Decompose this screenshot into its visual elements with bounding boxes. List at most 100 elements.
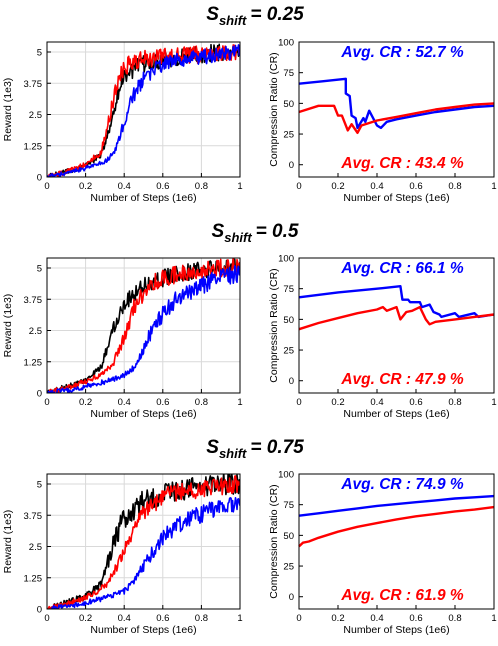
- reward-xtick-label: 0.2: [79, 397, 92, 408]
- compression-ytick-label: 0: [289, 376, 294, 387]
- reward-ytick-label: 0: [37, 605, 42, 616]
- chart-title-value: = 0.75: [250, 437, 304, 458]
- reward-ytick-label: 1.25: [24, 573, 43, 584]
- compression-ylabel: Compression Ratio (CR): [268, 52, 280, 166]
- compression-ytick-label: 25: [283, 130, 294, 141]
- chart-title: Sshift = 0.25: [206, 4, 304, 28]
- compression-xtick-label: 0.4: [370, 613, 383, 624]
- compression-ytick-label: 0: [289, 592, 294, 603]
- reward-ytick-label: 3.75: [24, 511, 43, 522]
- reward-chart: 0 0.2 0.4 0.6 0.8 1 0 1.25 2.5 3.75 5 Number of Ste…: [2, 257, 243, 420]
- compression-xtick-label: 0.6: [409, 613, 422, 624]
- compression-ytick-label: 75: [283, 284, 294, 295]
- compression-ytick-label: 75: [283, 500, 294, 511]
- compression-axes-frame: [298, 41, 495, 178]
- reward-xtick-label: 0.6: [156, 613, 169, 624]
- avg-cr-annotation-red: Avg. CR : 47.9 %: [340, 371, 464, 388]
- compression-xtick-label: 1: [491, 181, 496, 192]
- compression-xtick-label: 0.4: [370, 181, 383, 192]
- cr-series-red: [298, 305, 495, 331]
- reward-ytick-label: 5: [37, 480, 42, 491]
- cr-series-red: [298, 102, 495, 134]
- reward-xtick-label: 1: [237, 397, 242, 408]
- chart-title-sub: shift: [224, 230, 252, 245]
- compression-chart: 0 0.2 0.4 0.6 0.8 1 0 25 50 75 100 Number of Steps …: [268, 38, 497, 205]
- compression-chart: 0 0.2 0.4 0.6 0.8 1 0 25 50 75 100 Number of Steps …: [268, 254, 497, 421]
- reward-xtick-label: 0.8: [195, 613, 208, 624]
- reward-ytick-label: 0: [37, 389, 42, 400]
- compression-xtick-label: 0.8: [448, 397, 461, 408]
- chart-title-main: S: [206, 437, 219, 458]
- reward-xlabel: Number of Steps (1e6): [90, 408, 196, 420]
- compression-xlabel: Number of Steps (1e6): [343, 624, 449, 636]
- avg-cr-annotation-red: Avg. CR : 43.4 %: [340, 155, 464, 172]
- reward-axes-frame: [46, 257, 241, 394]
- compression-xtick-label: 0.2: [331, 181, 344, 192]
- reward-ytick-label: 1.25: [24, 357, 43, 368]
- compression-xtick-label: 0.6: [409, 181, 422, 192]
- cr-series-blue: [298, 285, 495, 319]
- compression-chart: 0 0.2 0.4 0.6 0.8 1 0 25 50 75 100 Number of Steps …: [268, 470, 497, 637]
- reward-xtick-label: 0.6: [156, 181, 169, 192]
- avg-cr-annotation-red: Avg. CR : 61.9 %: [340, 587, 464, 604]
- compression-xtick-label: 0.8: [448, 613, 461, 624]
- reward-xtick-label: 0.2: [79, 613, 92, 624]
- avg-cr-annotation-blue: Avg. CR : 52.7 %: [340, 44, 464, 61]
- compression-xtick-label: 0.8: [448, 181, 461, 192]
- reward-axes-frame: [46, 473, 241, 610]
- chart-title-sub: shift: [219, 446, 247, 461]
- reward-ylabel: Reward (1e3): [2, 294, 14, 358]
- reward-xtick-label: 0: [44, 613, 49, 624]
- reward-xtick-label: 0: [44, 181, 49, 192]
- reward-ytick-label: 0: [37, 173, 42, 184]
- compression-xlabel: Number of Steps (1e6): [343, 192, 449, 204]
- chart-title: Sshift = 0.5: [212, 221, 299, 245]
- reward-xlabel: Number of Steps (1e6): [90, 192, 196, 204]
- reward-xtick-label: 0.8: [195, 181, 208, 192]
- reward-ytick-label: 2.5: [29, 542, 42, 553]
- reward-chart: 0 0.2 0.4 0.6 0.8 1 0 1.25 2.5 3.75 5 Number of Ste…: [2, 473, 243, 636]
- cr-series-blue: [298, 494, 495, 517]
- compression-ylabel: Compression Ratio (CR): [268, 268, 280, 382]
- compression-xtick-label: 0: [296, 181, 301, 192]
- compression-ytick-label: 25: [283, 562, 294, 573]
- chart-title-sub: shift: [219, 13, 247, 28]
- compression-ytick-label: 50: [283, 99, 294, 110]
- compression-xtick-label: 0.2: [331, 613, 344, 624]
- reward-xtick-label: 0.2: [79, 181, 92, 192]
- reward-ytick-label: 1.25: [24, 141, 43, 152]
- reward-series-black: [47, 43, 240, 177]
- reward-xtick-label: 1: [237, 181, 242, 192]
- compression-xtick-label: 0: [296, 397, 301, 408]
- compression-xtick-label: 0.6: [409, 397, 422, 408]
- reward-xtick-label: 0.4: [118, 397, 131, 408]
- compression-ytick-label: 75: [283, 68, 294, 79]
- reward-series-blue: [47, 265, 240, 393]
- reward-ytick-label: 2.5: [29, 326, 42, 337]
- reward-xtick-label: 0.6: [156, 397, 169, 408]
- reward-ylabel: Reward (1e3): [2, 510, 14, 574]
- compression-xtick-label: 1: [491, 613, 496, 624]
- compression-ytick-label: 100: [278, 38, 294, 49]
- compression-xtick-label: 0.2: [331, 397, 344, 408]
- reward-ytick-label: 3.75: [24, 295, 43, 306]
- cr-series-blue: [298, 77, 495, 130]
- reward-series-red: [47, 44, 240, 177]
- reward-xtick-label: 0.4: [118, 613, 131, 624]
- reward-series-blue: [51, 497, 240, 609]
- compression-xtick-label: 1: [491, 397, 496, 408]
- reward-lines: [47, 474, 240, 609]
- reward-xlabel: Number of Steps (1e6): [90, 624, 196, 636]
- reward-ytick-label: 2.5: [29, 110, 42, 121]
- compression-axes-frame: [298, 257, 495, 394]
- reward-xtick-label: 0.8: [195, 397, 208, 408]
- compression-xtick-label: 0.4: [370, 397, 383, 408]
- avg-cr-annotation-blue: Avg. CR : 74.9 %: [340, 476, 464, 493]
- chart-row-3: Sshift = 0.75 0 0.2 0.4 0.6 0.8 1 0 1.25 2.5 3.75 5 N…: [2, 437, 497, 636]
- compression-ytick-label: 100: [278, 470, 294, 481]
- compression-xtick-label: 0: [296, 613, 301, 624]
- compression-ylabel: Compression Ratio (CR): [268, 484, 280, 598]
- chart-row-1: Sshift = 0.25 0 0.2 0.4 0.6 0.8 1 0 1.25 2.5 3.75 5 N…: [2, 4, 497, 204]
- compression-ytick-label: 50: [283, 531, 294, 542]
